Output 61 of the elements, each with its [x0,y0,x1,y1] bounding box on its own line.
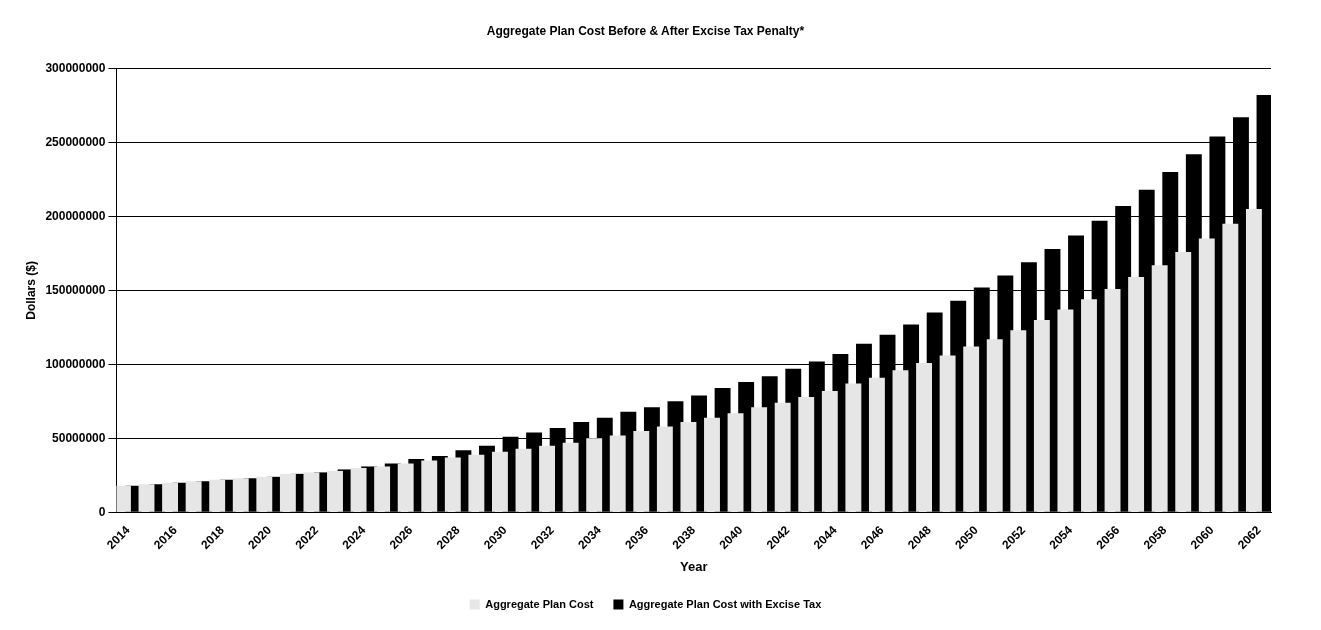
bar [963,346,980,512]
bar [327,470,343,512]
bar [185,481,202,512]
bar [1033,319,1050,512]
bar [162,482,179,512]
bar [350,467,367,512]
bar [116,485,131,512]
bar [562,442,579,512]
bar [491,451,508,512]
bar [279,473,296,512]
y-tick-label: 50000000 [52,430,106,445]
bar [1010,330,1027,512]
bar [468,454,485,512]
y-tick-label: 300000000 [45,60,106,75]
bar [727,413,744,512]
bar [138,484,155,512]
bar [939,355,956,512]
bar [444,457,461,512]
y-tick-label: 200000000 [45,208,106,223]
bar [1198,238,1215,512]
bar [1128,277,1145,512]
bar [1245,208,1262,512]
bar [845,383,862,512]
y-tick-label: 250000000 [45,134,106,149]
bar [821,391,838,512]
bar [1222,223,1239,512]
bar [303,472,320,512]
bar [916,362,932,512]
bar [774,402,791,512]
bar [656,426,673,512]
bar [609,435,626,512]
bar [539,445,556,512]
x-axis-title: Year [679,558,708,574]
legend-label: Aggregate Plan Cost [485,597,594,610]
bar [751,407,768,512]
bar [586,438,603,512]
y-tick-label: 100000000 [45,356,106,371]
bar [256,476,273,512]
legend-label: Aggregate Plan Cost with Excise Tax [628,597,823,610]
bar [1151,265,1168,512]
y-tick-label: 0 [98,504,106,519]
bar [1057,309,1074,512]
bar [232,478,249,512]
y-axis-title: Dollars ($) [23,261,38,320]
bar [868,377,885,512]
bar [374,466,391,512]
bar [1081,299,1097,512]
bar [397,463,414,512]
bar [633,430,650,512]
bar [986,339,1003,512]
bar [680,422,697,512]
bar [209,479,226,512]
bar [892,370,909,512]
bar [798,396,815,512]
bar [515,448,532,512]
bar [1175,251,1192,512]
bar [421,460,438,512]
y-tick-label: 150000000 [45,282,106,297]
bar [1104,288,1121,512]
bar [704,417,720,512]
chart-title: Aggregate Plan Cost Before & After Excise Tax Penalty* [486,23,805,38]
